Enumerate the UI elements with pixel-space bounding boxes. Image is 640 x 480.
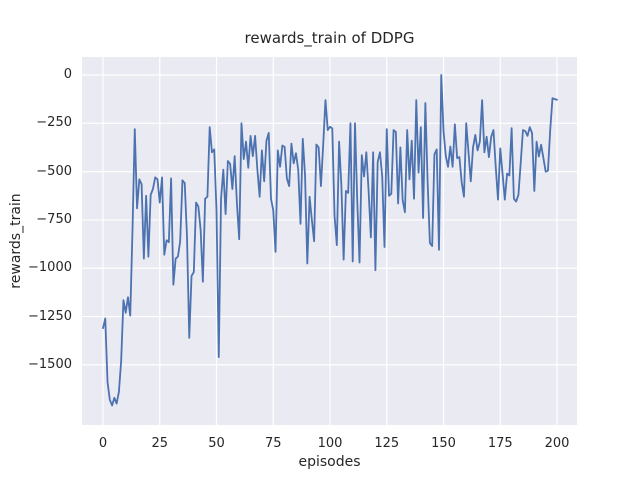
- y-tick-label: −1500: [28, 356, 72, 372]
- x-tick-label: 125: [374, 436, 400, 451]
- x-tick-label: 175: [487, 436, 513, 451]
- x-tick-label: 200: [544, 436, 570, 451]
- x-tick-label: 75: [264, 436, 282, 451]
- y-tick-label: −250: [36, 115, 72, 131]
- x-tick-label: 100: [317, 436, 343, 451]
- x-tick-label: 150: [431, 436, 456, 451]
- y-tick-label: 0: [63, 66, 72, 82]
- y-tick-label: −1250: [28, 308, 72, 324]
- x-tick-label: 50: [208, 436, 225, 451]
- y-tick-label: −500: [36, 163, 72, 179]
- x-tick-label: 0: [98, 436, 108, 451]
- y-tick-label: −1000: [28, 260, 72, 276]
- series-line-rewards_train: [102, 74, 558, 407]
- x-axis-label: episodes: [298, 454, 361, 470]
- chart-title: rewards_train of DDPG: [244, 29, 415, 47]
- y-tick-label: −750: [36, 211, 72, 227]
- x-tick-label: 25: [151, 436, 169, 451]
